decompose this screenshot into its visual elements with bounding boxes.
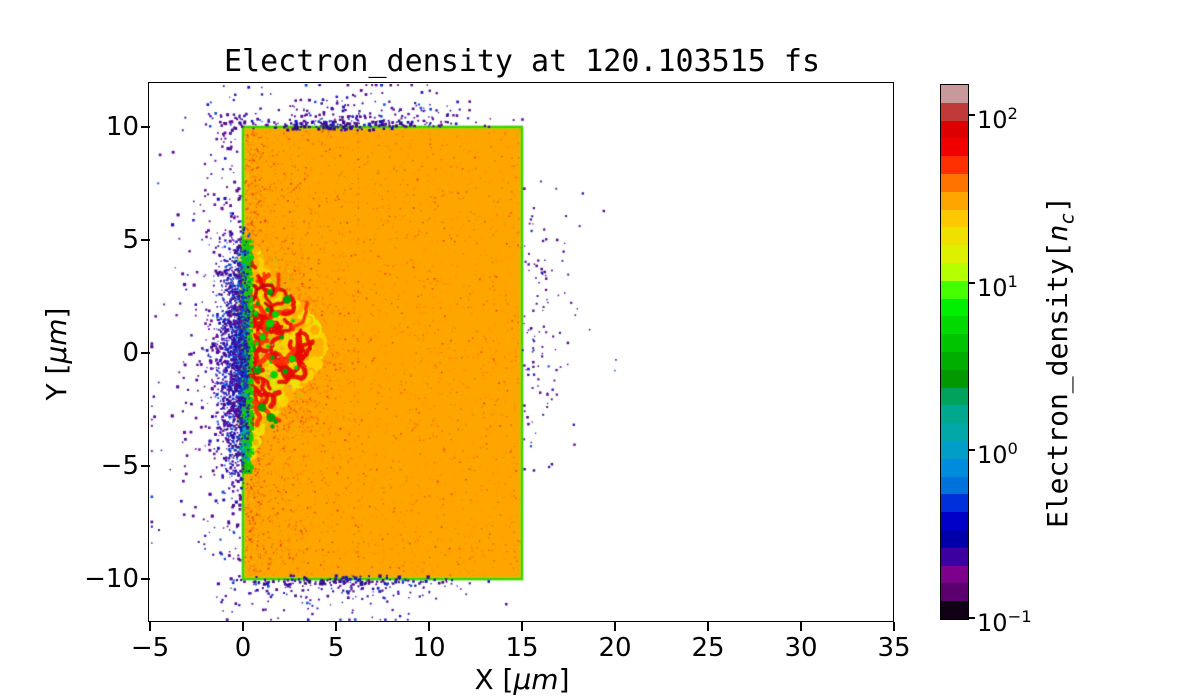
- colorbar-band: [941, 547, 968, 566]
- x-tick-label: 0: [234, 633, 252, 663]
- colorbar-band: [941, 405, 968, 424]
- x-tick: [707, 622, 709, 631]
- plot-area: [150, 84, 894, 622]
- y-tick: [141, 352, 150, 354]
- x-tick-label: 10: [412, 633, 446, 663]
- colorbar-band: [941, 138, 968, 157]
- x-tick: [242, 622, 244, 631]
- x-axis-label-unit: μm: [513, 663, 559, 696]
- x-tick-label: 5: [327, 633, 345, 663]
- colorbar-band: [941, 476, 968, 495]
- x-axis-label: X [μm]: [150, 663, 894, 697]
- colorbar-tick-label: 101: [977, 271, 1018, 302]
- colorbar-band: [941, 227, 968, 246]
- colorbar-band: [941, 298, 968, 317]
- colorbar-band: [941, 316, 968, 335]
- colorbar-label-sub: c: [1055, 212, 1079, 225]
- colorbar-band: [941, 209, 968, 228]
- colorbar-tick-label: 100: [977, 439, 1018, 470]
- x-tick: [521, 622, 523, 631]
- colorbar-band: [941, 351, 968, 370]
- colorbar-band: [941, 262, 968, 281]
- y-axis-label-unit: μm: [40, 318, 73, 364]
- y-tick-label: 5: [122, 224, 139, 255]
- colorbar-band: [941, 85, 968, 103]
- y-tick: [141, 239, 150, 241]
- colorbar-band: [941, 565, 968, 584]
- y-tick: [141, 465, 150, 467]
- colorbar-band: [941, 102, 968, 121]
- colorbar-band: [941, 369, 968, 388]
- plot-title: Electron_density at 120.103515 fs: [150, 44, 894, 80]
- heatmap-canvas: [150, 84, 894, 622]
- x-tick: [149, 622, 151, 631]
- colorbar-band: [941, 458, 968, 477]
- y-tick: [141, 578, 150, 580]
- y-axis-label: Y [μm]: [40, 284, 74, 424]
- y-axis-label-post: ]: [40, 307, 73, 319]
- colorbar-band: [941, 191, 968, 210]
- x-tick: [893, 622, 895, 631]
- colorbar-tick: [968, 449, 975, 452]
- x-tick-label: 35: [877, 633, 911, 663]
- colorbar-band: [941, 440, 968, 459]
- colorbar-tick-label: 102: [977, 103, 1018, 134]
- x-tick: [335, 622, 337, 631]
- colorbar: [940, 84, 969, 620]
- colorbar-tick: [968, 114, 975, 116]
- x-axis-label-pre: X [: [474, 663, 514, 696]
- colorbar-label-var: n: [1041, 224, 1074, 242]
- y-axis-label-pre: Y [: [40, 363, 73, 401]
- colorbar-band: [941, 280, 968, 299]
- plot-title-text: Electron_density at 120.103515 fs: [223, 44, 821, 79]
- x-tick-label: 15: [505, 633, 539, 663]
- x-tick: [614, 622, 616, 631]
- colorbar-band: [941, 173, 968, 192]
- colorbar-label: Electron_density[nc]: [1040, 95, 1079, 629]
- x-tick-label: 20: [598, 633, 632, 663]
- x-tick: [800, 622, 802, 631]
- y-tick-label: −10: [84, 564, 139, 595]
- colorbar-band: [941, 494, 968, 513]
- colorbar-band: [941, 387, 968, 406]
- colorbar-label-post: ]: [1041, 195, 1074, 213]
- colorbar-tick-label: 10−1: [977, 607, 1032, 637]
- y-tick-label: 0: [122, 338, 139, 368]
- x-tick-label: 30: [784, 633, 818, 663]
- colorbar-label-pre: Electron_density[: [1041, 241, 1074, 529]
- x-tick: [428, 622, 430, 631]
- colorbar-band: [941, 423, 968, 441]
- x-axis-label-post: ]: [558, 663, 570, 696]
- colorbar-band: [941, 512, 968, 530]
- colorbar-band: [941, 583, 968, 602]
- colorbar-band: [941, 334, 968, 352]
- colorbar-band: [941, 156, 968, 174]
- colorbar-band: [941, 601, 968, 619]
- y-tick-label: 10: [105, 111, 139, 142]
- y-tick-label: −5: [100, 451, 139, 482]
- colorbar-tick: [968, 281, 975, 284]
- colorbar-band: [941, 245, 968, 263]
- x-tick-label: 25: [691, 633, 725, 663]
- x-tick-label: −5: [130, 633, 170, 663]
- y-tick: [141, 126, 150, 128]
- colorbar-band: [941, 529, 968, 548]
- colorbar-band: [941, 120, 968, 139]
- colorbar-tick: [968, 617, 975, 619]
